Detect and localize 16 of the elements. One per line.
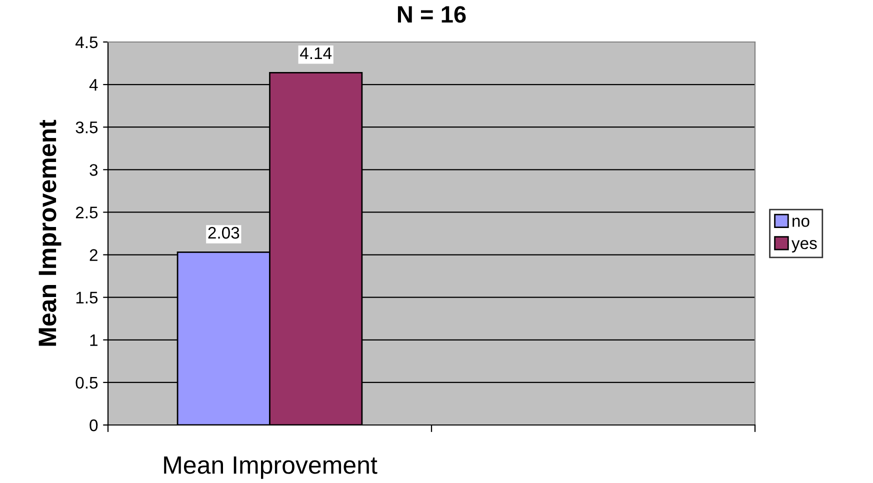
y-tick-label: 2 xyxy=(90,249,98,261)
data-label: 2.03 xyxy=(208,226,240,239)
data-label: 4.14 xyxy=(300,48,332,59)
y-tick-label: 1.5 xyxy=(76,292,98,304)
y-tick-label: 1 xyxy=(90,334,98,346)
y-axis-title: Mean Improvement xyxy=(38,120,62,346)
y-tick-label: 4 xyxy=(89,79,98,91)
legend-label: no xyxy=(792,218,810,227)
y-tick-label: 3 xyxy=(90,164,98,176)
y-tick-label: 4.5 xyxy=(75,36,98,48)
y-tick-label: 2.5 xyxy=(76,206,98,218)
y-tick-label: 0 xyxy=(90,419,98,432)
y-tick-label: 3.5 xyxy=(76,122,98,134)
y-tick-label: 0.5 xyxy=(76,376,98,389)
chart-title: N = 16 xyxy=(398,6,466,23)
legend-label: yes xyxy=(792,240,817,252)
